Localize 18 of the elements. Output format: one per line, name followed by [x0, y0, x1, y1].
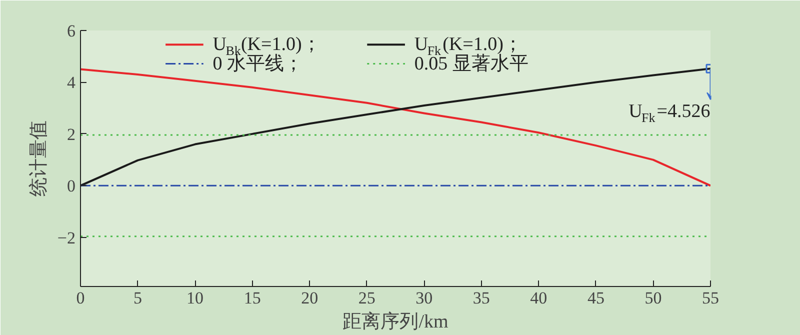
x-tick-label: 5 [134, 288, 142, 308]
x-tick-label: 20 [301, 288, 318, 308]
y-tick-label: 4 [67, 73, 76, 92]
y-tick-label: 6 [67, 22, 76, 40]
x-axis-title: 距离序列/km [342, 310, 448, 332]
y-tick-label: −2 [57, 228, 76, 248]
x-tick-label: 55 [702, 288, 719, 308]
y-tick-label: 2 [67, 124, 76, 144]
x-tick-label: 40 [530, 288, 548, 308]
x-tick-label: 30 [416, 288, 433, 308]
x-tick-label: 50 [644, 288, 662, 308]
y-axis-title: 统计量值 [28, 120, 50, 196]
y-tick-label: 0 [67, 176, 76, 196]
x-tick-label: 10 [186, 288, 204, 308]
x-tick-label: 45 [587, 288, 604, 308]
x-tick-label: 15 [244, 288, 261, 308]
x-tick-label: 25 [358, 288, 376, 308]
x-tick-label: 35 [472, 288, 490, 308]
